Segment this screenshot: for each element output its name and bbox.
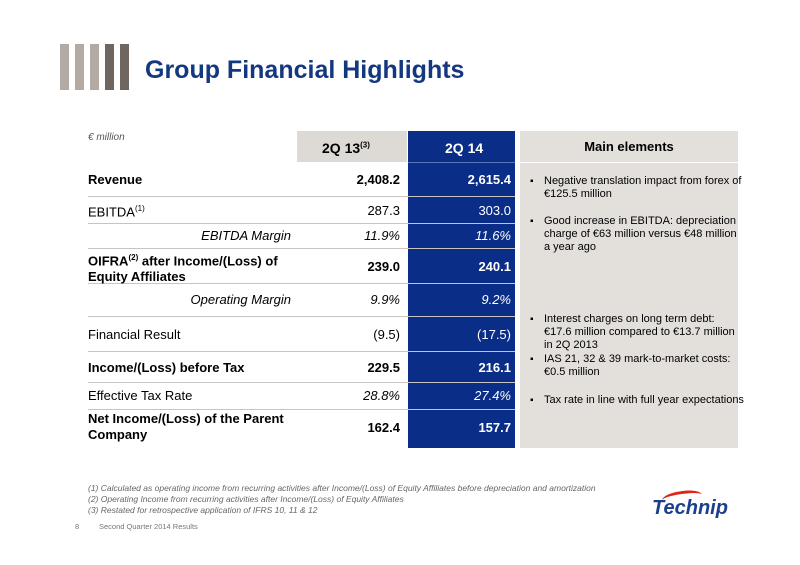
decor-bar-2 [75,44,84,90]
decor-bar-5 [120,44,129,90]
table-row: Income/(Loss) before Tax 229.5 216.1 [88,352,515,383]
table-row: Operating Margin 9.9% 9.2% [88,284,515,317]
technip-logo: Technip [642,487,760,527]
table-row: Revenue 2,408.2 2,615.4 [88,163,515,197]
table-row: Effective Tax Rate 28.8% 27.4% [88,383,515,410]
table-row: Net Income/(Loss) of the Parent Company … [88,411,511,442]
main-elements-header: Main elements [520,131,738,163]
bullet-item: Negative translation impact from forex o… [530,175,744,201]
bullet-item: IAS 21, 32 & 39 mark-to-market costs: €0… [530,353,744,379]
header-2q14: 2Q 14 [445,140,484,156]
footnote: (1) Calculated as operating income from … [88,483,596,493]
decor-bar-1 [60,44,69,90]
decor-bar-4 [105,44,114,90]
bullet-item: Interest charges on long term debt: €17.… [530,313,744,352]
bullet-item: Tax rate in line with full year expectat… [530,394,744,407]
decor-bar-3 [90,44,99,90]
footnote: (2) Operating Income from recurring acti… [88,494,404,504]
bullet-item: Good increase in EBITDA: depreciation ch… [530,215,744,254]
unit-label: € million [88,132,125,143]
column-2q14-bg [408,131,515,448]
main-elements-panel: Main elements Negative translation impac… [520,131,744,448]
table-row: EBITDA Margin 11.9% 11.6% [88,224,515,249]
page-number: 8 [75,522,80,531]
table-row: Financial Result (9.5) (17.5) [88,317,515,352]
page-title: Group Financial Highlights [145,56,465,84]
footnote: (3) Restated for retrospective applicati… [88,505,318,515]
header-2q13: 2Q 13(3) [322,140,370,156]
footer-text: Second Quarter 2014 Results [99,522,198,531]
header-2q13-bg [297,131,407,162]
table-row: OIFRA(2) after Income/(Loss) of Equity A… [88,249,515,284]
table-row: EBITDA(1) 287.3 303.0 [88,197,515,224]
